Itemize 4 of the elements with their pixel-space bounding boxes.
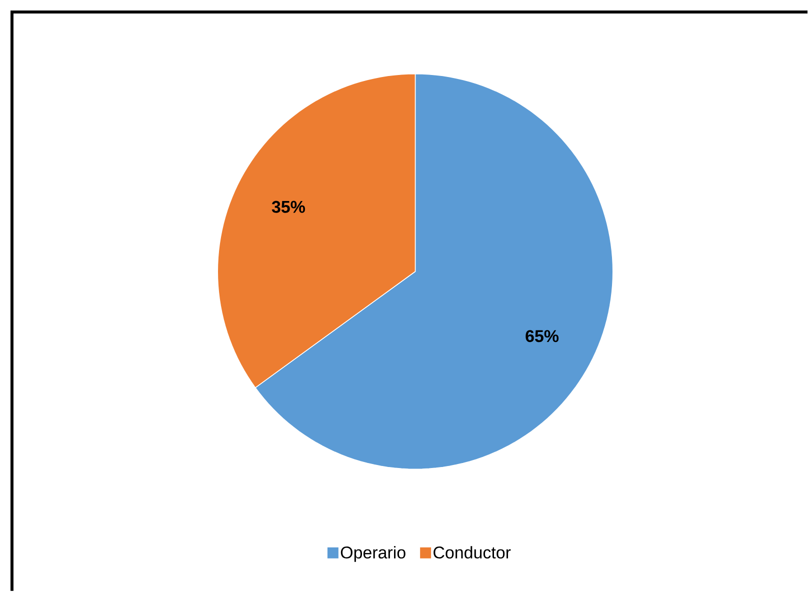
data-label: 35% bbox=[272, 200, 305, 213]
legend-label: Operario bbox=[340, 546, 406, 562]
data-label: 65% bbox=[526, 330, 559, 342]
legend-label: Conductor bbox=[434, 546, 511, 558]
